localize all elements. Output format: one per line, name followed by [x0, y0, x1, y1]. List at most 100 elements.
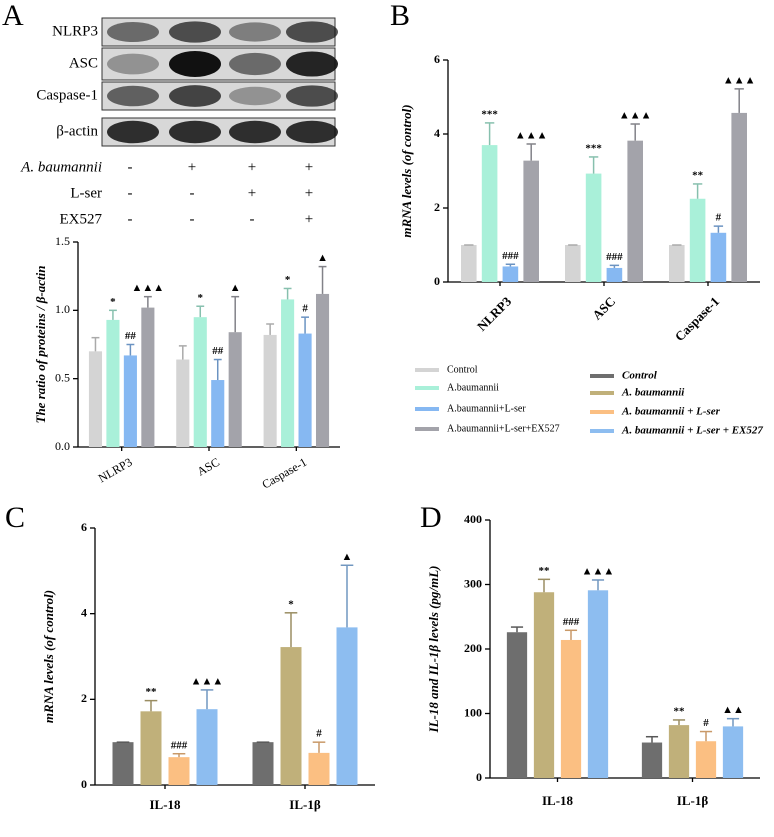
- blot-band: [229, 52, 281, 76]
- blot-band: [169, 51, 221, 77]
- bar: [263, 334, 277, 447]
- significance-marker: ▲▲▲: [582, 566, 615, 578]
- y-tick-label: 0.5: [55, 370, 70, 384]
- y-tick-label: 0: [434, 274, 440, 288]
- blot-band: [229, 120, 281, 144]
- blot-band: [107, 120, 159, 144]
- blot-band: [169, 85, 221, 107]
- bar: [168, 757, 190, 785]
- bar: [176, 359, 190, 447]
- significance-marker: **: [146, 686, 158, 698]
- bar: [336, 627, 358, 785]
- panel-letter: D: [420, 501, 442, 534]
- bar: [731, 112, 747, 282]
- treatment-sign: -: [190, 185, 195, 201]
- blot-band: [286, 85, 338, 107]
- bar: [228, 332, 242, 447]
- bar: [689, 198, 706, 282]
- bar: [461, 245, 477, 282]
- protein-label: β-actin: [56, 123, 98, 139]
- y-tick-label: 6: [81, 520, 87, 534]
- blot-band: [107, 21, 159, 43]
- significance-marker: ##: [212, 345, 224, 357]
- significance-marker: ▲▲▲: [191, 675, 224, 687]
- significance-marker: *: [198, 292, 204, 304]
- treatment-sign: +: [248, 185, 256, 201]
- bar: [627, 140, 643, 282]
- legend-label: A.baumannii: [447, 382, 499, 393]
- bar: [193, 317, 207, 447]
- blot-band: [169, 120, 221, 144]
- y-tick-label: 0: [81, 777, 87, 791]
- x-tick-label: NLRP3: [474, 293, 515, 334]
- treatment-sign: -: [128, 159, 133, 175]
- bar: [587, 590, 609, 778]
- legend-label: A. baumannii + L-ser: [621, 406, 721, 418]
- legend-label: Control: [447, 364, 478, 375]
- significance-marker: ▲▲▲: [132, 282, 165, 294]
- bar: [722, 726, 744, 778]
- blot-band: [169, 21, 221, 43]
- bar: [196, 709, 218, 785]
- legend-swatch: [590, 374, 614, 378]
- bar: [308, 752, 330, 785]
- significance-marker: *: [288, 598, 294, 610]
- significance-marker: *: [110, 296, 116, 308]
- y-axis-label: IL-18 and IL-1β levels (pg/mL): [426, 566, 441, 734]
- significance-marker: ▲▲▲: [723, 74, 756, 86]
- y-axis-label: The ratio of proteins / β-actin: [33, 266, 48, 424]
- significance-marker: #: [302, 303, 308, 315]
- treatment-sign: -: [128, 211, 133, 227]
- y-tick-label: 4: [81, 605, 87, 619]
- x-tick-label: Caspase-1: [259, 455, 309, 492]
- bar: [502, 266, 519, 282]
- legend-swatch: [415, 386, 439, 390]
- bar: [106, 319, 120, 447]
- significance-marker: ▲: [230, 282, 241, 294]
- significance-marker: #: [716, 212, 722, 224]
- blot-band: [107, 53, 159, 75]
- significance-marker: **: [539, 565, 551, 577]
- bar: [141, 307, 155, 447]
- bar: [280, 647, 302, 785]
- protein-label: Caspase-1: [36, 87, 98, 103]
- legend-label: A.baumannii+L-ser: [447, 403, 526, 414]
- bar: [123, 355, 137, 447]
- bar: [669, 245, 685, 282]
- x-tick-label: Caspase-1: [672, 294, 722, 344]
- treatment-label: L-ser: [70, 185, 102, 201]
- bar: [523, 160, 539, 282]
- bar: [641, 742, 663, 778]
- bar: [668, 725, 690, 778]
- y-axis-label: mRNA levels (of control): [41, 590, 56, 723]
- treatment-sign: -: [128, 185, 133, 201]
- significance-marker: ***: [585, 142, 602, 154]
- legend-swatch: [415, 368, 439, 372]
- legend-label: Control: [622, 370, 658, 382]
- bar: [112, 742, 134, 785]
- significance-marker: ###: [171, 739, 188, 751]
- significance-marker: #: [703, 717, 709, 729]
- legend-swatch: [590, 410, 614, 414]
- y-tick-label: 2: [81, 691, 87, 705]
- y-tick-label: 400: [464, 512, 482, 526]
- treatment-sign: +: [305, 185, 313, 201]
- blot-band: [229, 22, 281, 42]
- blot-band: [107, 85, 159, 107]
- bar: [281, 299, 295, 447]
- x-tick-label: IL-1β: [289, 797, 321, 812]
- bar: [252, 742, 274, 785]
- panel-letter: A: [2, 0, 24, 32]
- bar: [140, 711, 162, 785]
- bar: [211, 380, 225, 447]
- bar: [606, 267, 623, 282]
- blot-band: [286, 51, 338, 77]
- y-tick-label: 100: [464, 705, 482, 719]
- treatment-sign: +: [248, 159, 256, 175]
- significance-marker: ###: [606, 251, 623, 263]
- treatment-label: EX527: [60, 211, 103, 227]
- significance-marker: ***: [481, 108, 498, 120]
- protein-label: ASC: [69, 55, 98, 71]
- y-tick-label: 200: [464, 641, 482, 655]
